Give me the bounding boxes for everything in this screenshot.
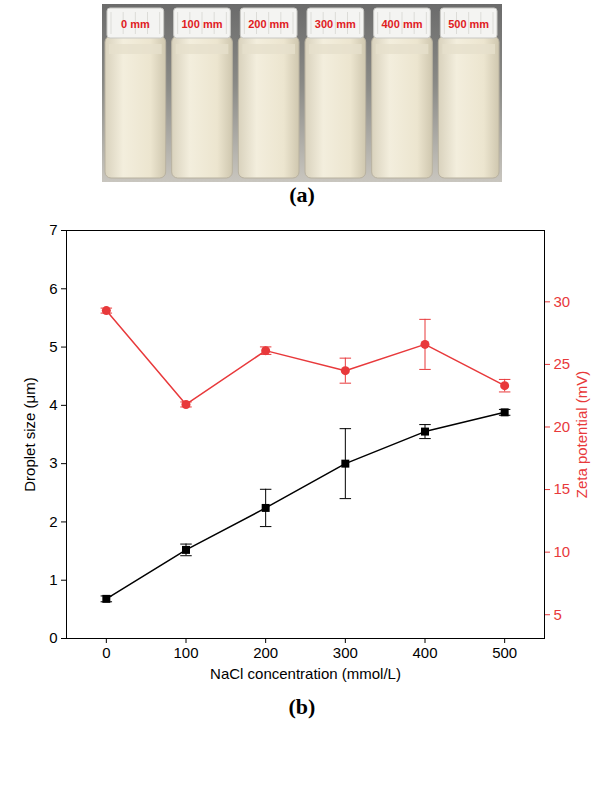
svg-text:300: 300 (333, 644, 358, 661)
svg-text:3: 3 (49, 454, 57, 471)
svg-text:6: 6 (49, 280, 57, 297)
svg-text:30: 30 (554, 293, 571, 310)
html-text:(a): (a) (289, 182, 315, 207)
svg-text:5: 5 (554, 606, 562, 623)
svg-text:0: 0 (102, 644, 110, 661)
svg-text:100: 100 (173, 644, 198, 661)
svg-text:500 mm: 500 mm (448, 18, 489, 30)
svg-text:2: 2 (49, 513, 57, 530)
svg-text:5: 5 (49, 338, 57, 355)
svg-text:500: 500 (492, 644, 517, 661)
svg-text:Zeta potential (mV): Zeta potential (mV) (573, 371, 590, 499)
svg-text:Droplet size (μm): Droplet size (μm) (21, 377, 38, 492)
svg-text:400: 400 (412, 644, 437, 661)
svg-text:4: 4 (49, 396, 57, 413)
svg-text:200: 200 (253, 644, 278, 661)
svg-text:100 mm: 100 mm (182, 18, 223, 30)
svg-text:25: 25 (554, 355, 571, 372)
html-text:(b): (b) (288, 694, 316, 719)
svg-text:NaCl concentration (mmol/L): NaCl concentration (mmol/L) (210, 665, 401, 682)
svg-text:20: 20 (554, 418, 571, 435)
svg-text:7: 7 (49, 221, 57, 238)
svg-text:15: 15 (554, 480, 571, 497)
svg-text:0 mm: 0 mm (121, 18, 150, 30)
svg-text:10: 10 (554, 543, 571, 560)
svg-text:1: 1 (49, 571, 57, 588)
svg-text:400 mm: 400 mm (382, 18, 423, 30)
svg-text:200 mm: 200 mm (248, 18, 289, 30)
svg-text:0: 0 (49, 629, 57, 646)
svg-text:300 mm: 300 mm (315, 18, 356, 30)
